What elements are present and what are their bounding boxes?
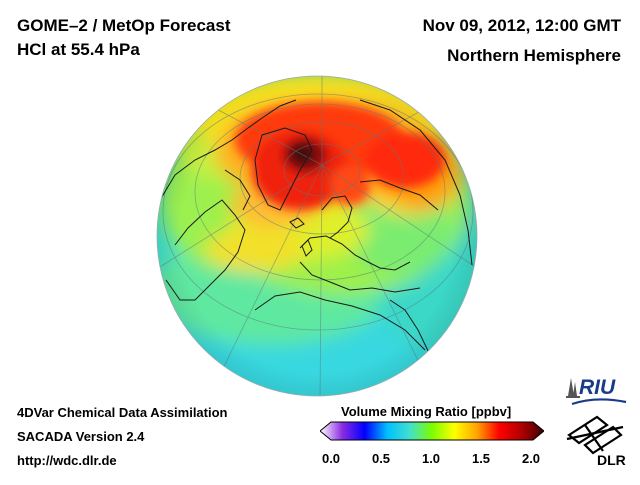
- map-subtitle: HCl at 55.4 hPa: [17, 40, 140, 59]
- colorbar-gradient: [320, 421, 544, 441]
- map-date: Nov 09, 2012, 12:00 GMT: [422, 16, 621, 35]
- globe-outline: [156, 75, 478, 397]
- dlr-logo-text: DLR: [597, 452, 626, 467]
- dlr-logo: DLR: [566, 415, 626, 467]
- globe-field: [157, 76, 477, 396]
- map-title: GOME–2 / MetOp Forecast: [17, 16, 231, 35]
- riu-logo: RIU: [566, 376, 627, 406]
- colorbar-tick: 0.5: [371, 451, 391, 466]
- colorbar-tick: 0.0: [321, 451, 341, 466]
- footer-line-2: SACADA Version 2.4: [17, 429, 145, 444]
- colorbar-tick: 1.0: [421, 451, 441, 466]
- footer-line-1: 4DVar Chemical Data Assimilation: [17, 405, 228, 420]
- footer-url: http://wdc.dlr.de: [17, 453, 117, 468]
- colorbar-label: Volume Mixing Ratio [ppbv]: [341, 404, 512, 419]
- map-region: Northern Hemisphere: [447, 46, 621, 65]
- colorbar: [320, 421, 544, 441]
- colorbar-tick: 1.5: [471, 451, 491, 466]
- riu-logo-text: RIU: [579, 376, 616, 399]
- colorbar-tick: 2.0: [521, 451, 541, 466]
